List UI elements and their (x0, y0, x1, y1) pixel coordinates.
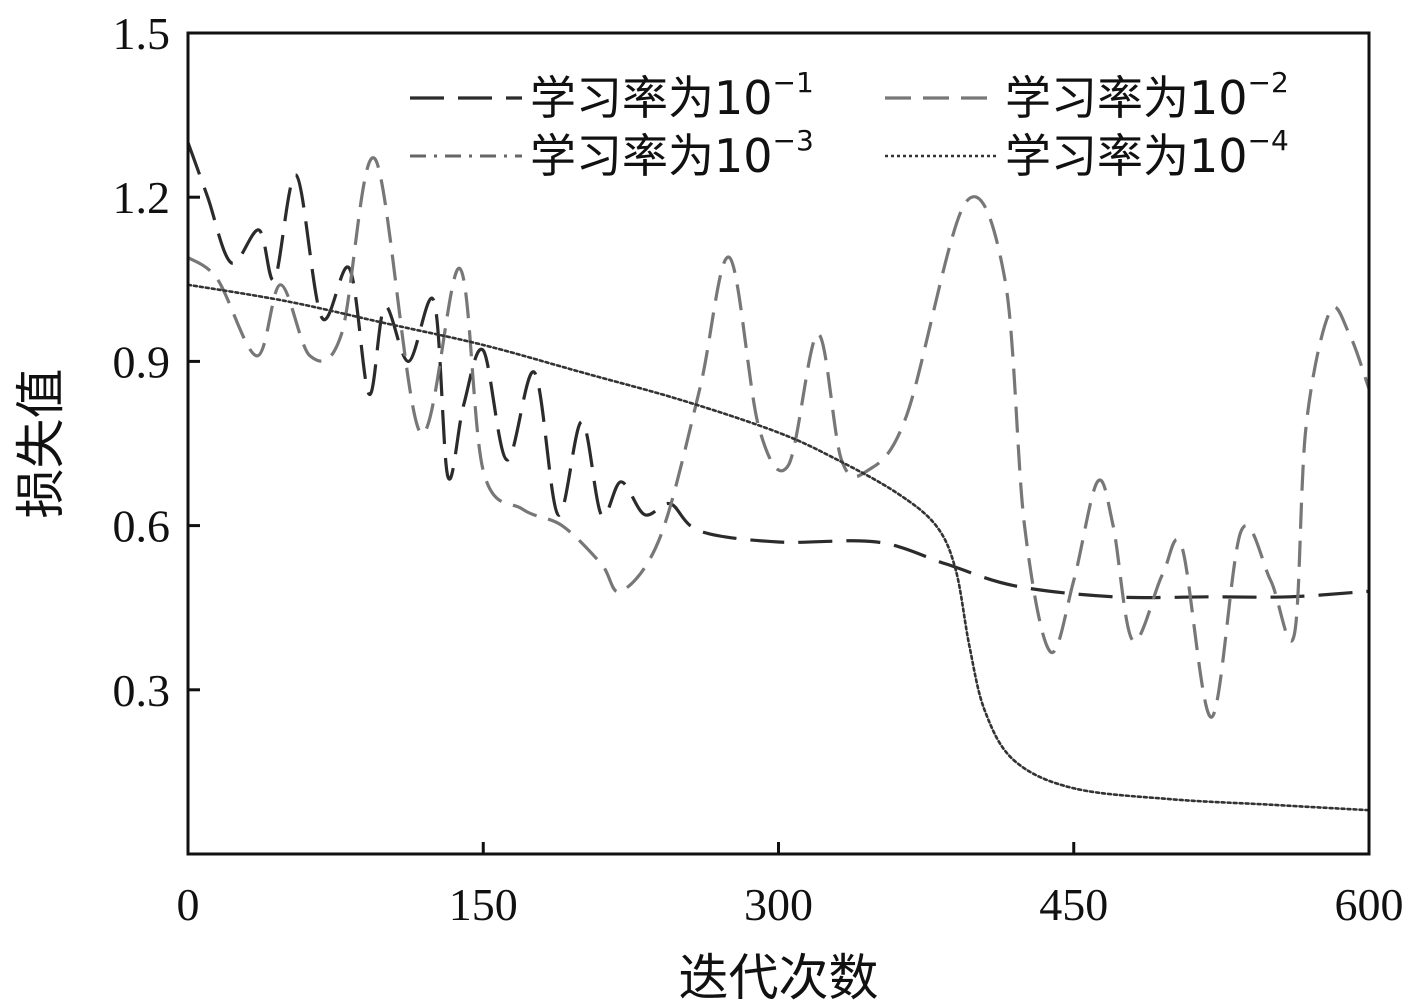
series-line-2 (188, 156, 1369, 719)
ticks-layer: 0 150 300 450 600 0.3 0.6 0.9 1.2 1.5 (113, 8, 1404, 930)
x-tick-label: 150 (449, 879, 518, 930)
legend-label: 学习率为10−1 (530, 66, 814, 125)
legend-label: 学习率为10−4 (1005, 124, 1289, 183)
y-tick-label: 0.3 (113, 665, 171, 716)
legend-label: 学习率为10−2 (1005, 66, 1289, 125)
legend-item-2: 学习率为10−2 (885, 66, 1289, 125)
y-tick-label: 1.5 (113, 8, 171, 59)
legend-item-1: 学习率为10−1 (410, 66, 814, 125)
x-tick-label: 300 (744, 879, 813, 930)
legend-label: 学习率为10−3 (530, 124, 814, 183)
x-tick-label: 450 (1039, 879, 1108, 930)
legend-item-3: 学习率为10−3 (410, 124, 814, 183)
series-layer (188, 141, 1369, 812)
series-line-1 (188, 141, 1369, 600)
y-axis-title: 损失值 (12, 369, 70, 519)
y-tick-label: 0.9 (113, 336, 171, 387)
legend-item-4: 学习率为10−4 (885, 124, 1289, 183)
y-tick-label: 0.6 (113, 501, 171, 552)
y-tick-label: 1.2 (113, 172, 171, 223)
series-line-4 (188, 283, 1369, 812)
x-tick-label: 0 (177, 879, 200, 930)
legend: 学习率为10−1 学习率为10−2 学习率为10−3 学习率为10−4 (410, 66, 1289, 183)
x-axis-title: 迭代次数 (679, 949, 879, 1007)
x-tick-label: 600 (1335, 879, 1404, 930)
